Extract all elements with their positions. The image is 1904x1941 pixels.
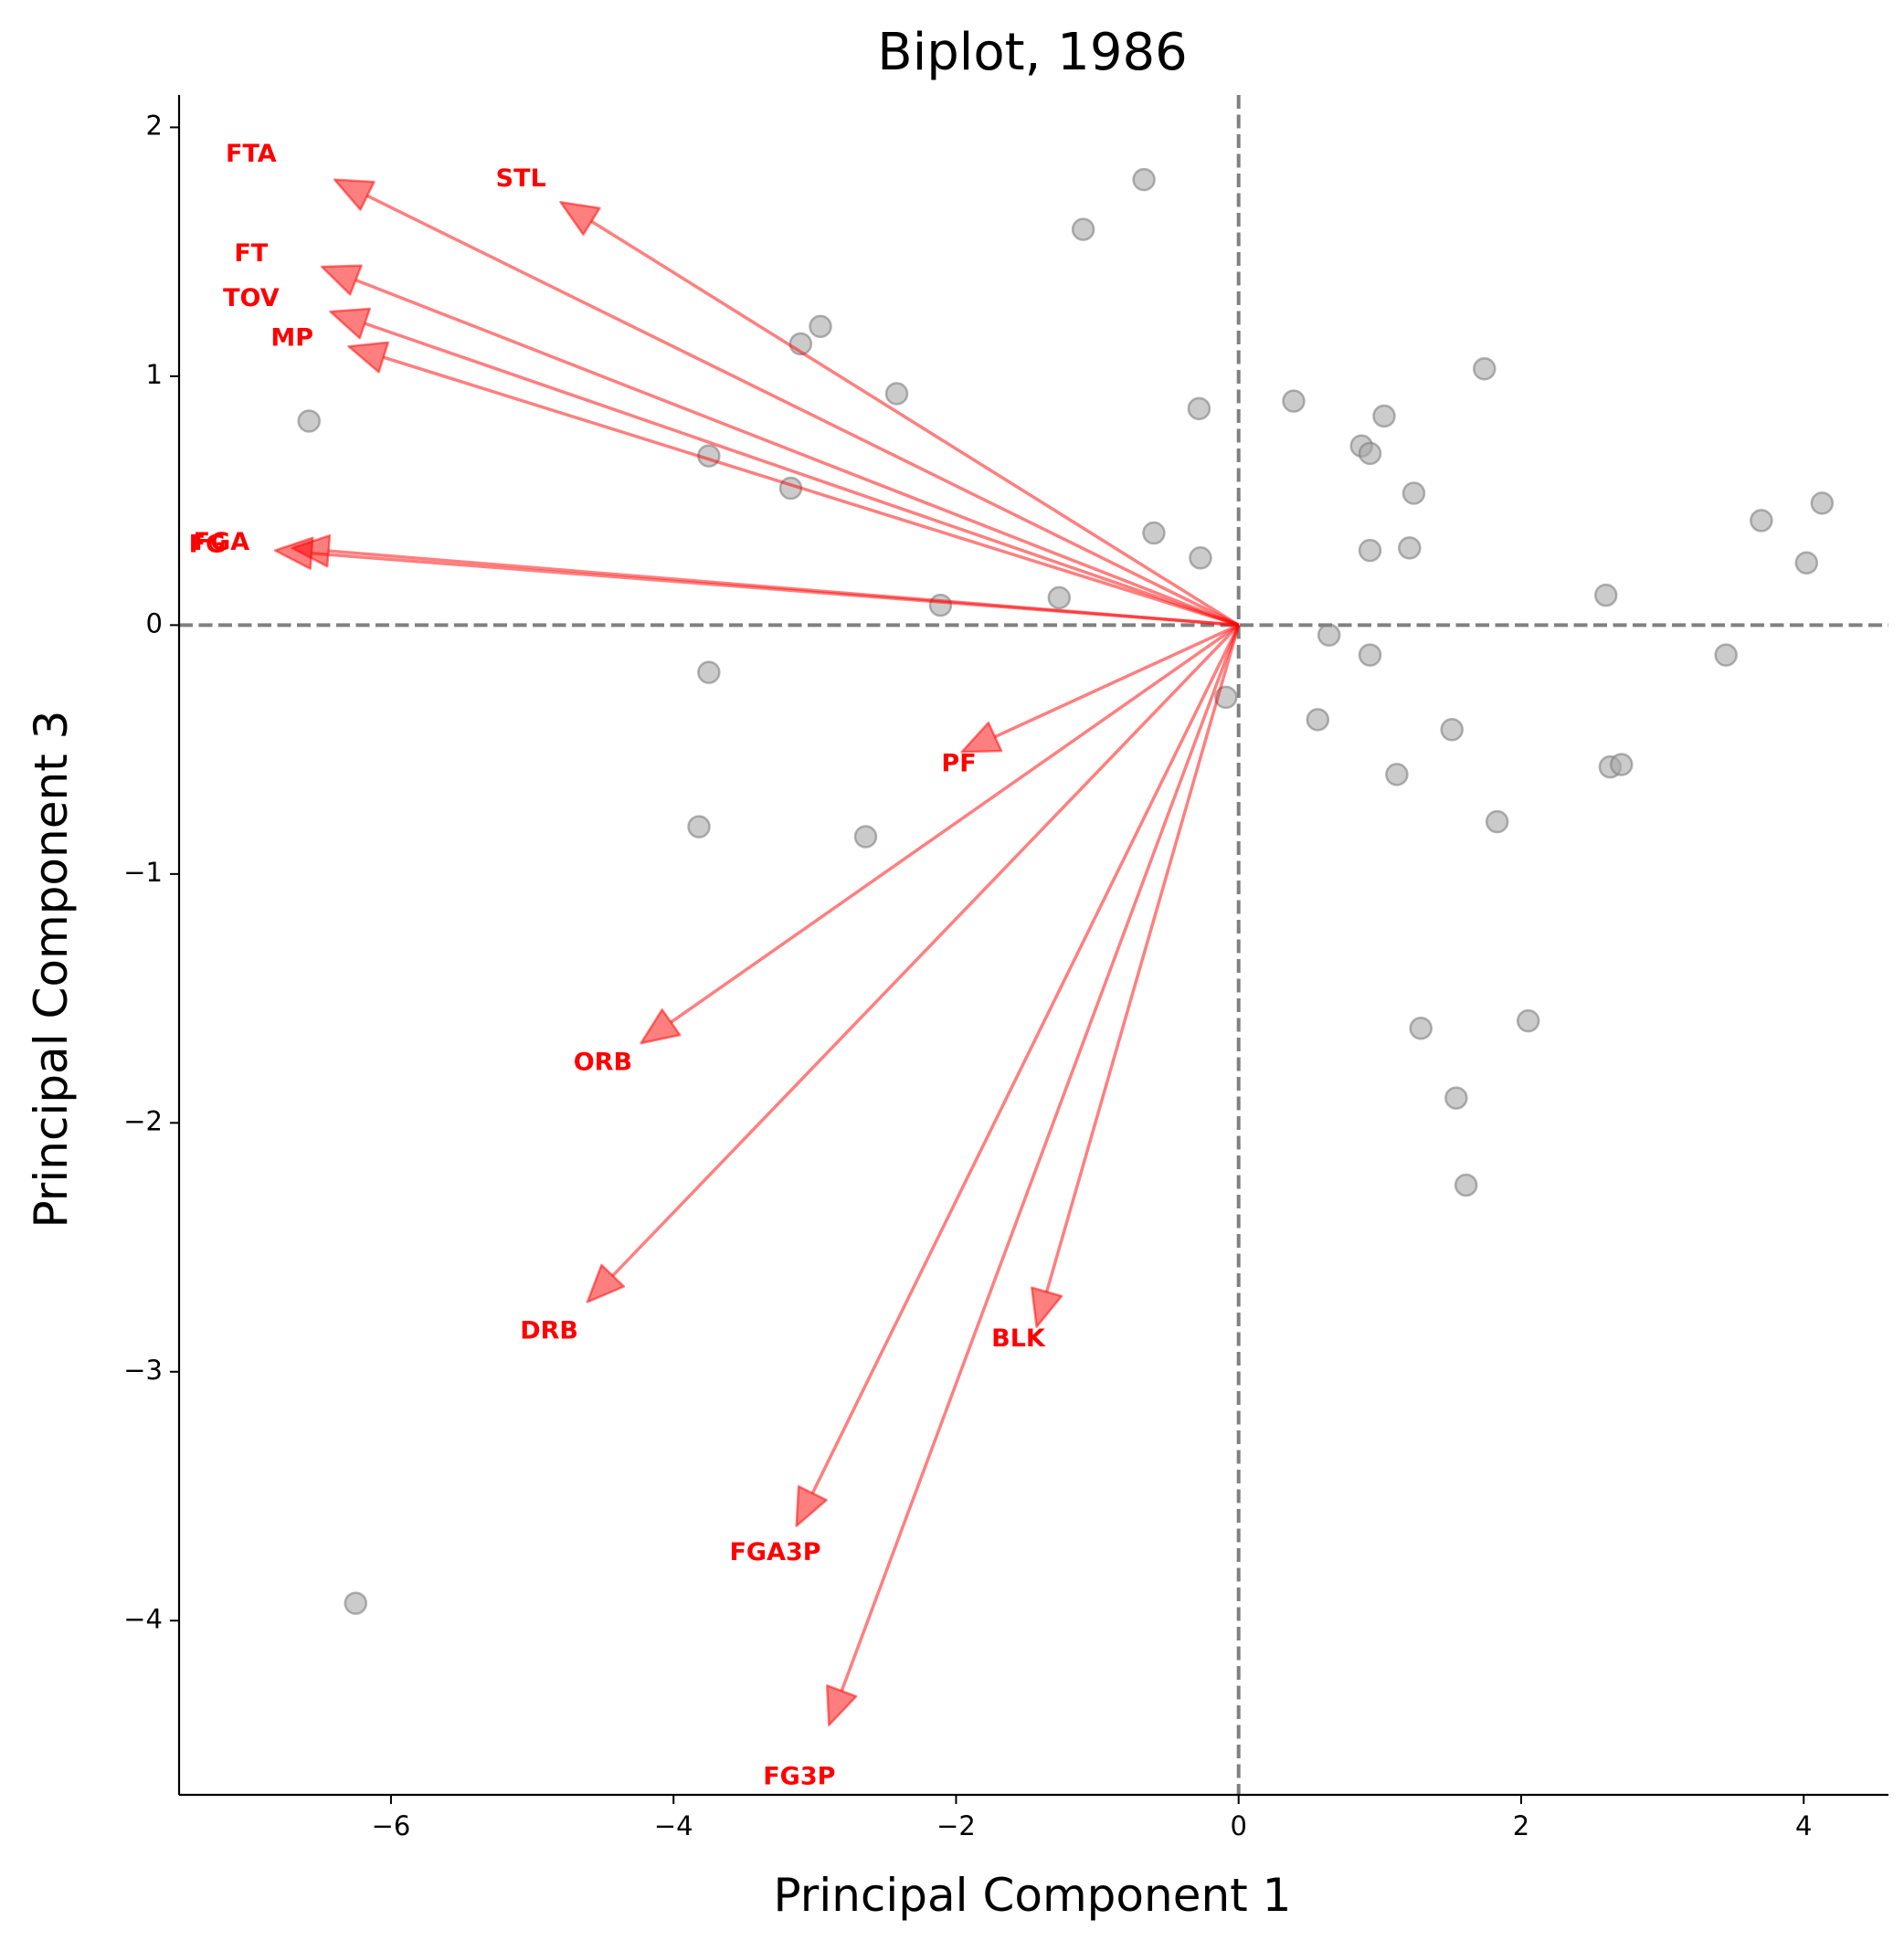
data-point-13 xyxy=(1132,167,1156,192)
label-orb: ORB xyxy=(574,1048,632,1076)
data-point-15 xyxy=(1187,396,1211,421)
arrow-shaft-fga3p xyxy=(810,624,1241,1494)
data-point-25 xyxy=(1372,404,1396,428)
data-point-35 xyxy=(1516,1008,1540,1033)
data-point-8 xyxy=(853,825,878,849)
data-point-19 xyxy=(1306,708,1330,732)
label-stl: STL xyxy=(496,164,546,193)
arrow-head-orb xyxy=(640,1008,682,1045)
arrow-shaft-ft xyxy=(354,278,1240,628)
data-point-32 xyxy=(1454,1173,1478,1197)
data-point-16 xyxy=(1189,546,1212,570)
arrow-head-mp xyxy=(347,341,390,374)
label-fta: FTA xyxy=(226,140,277,168)
data-point-11 xyxy=(1047,585,1072,610)
arrow-head-ft xyxy=(320,264,363,296)
label-blk: BLK xyxy=(991,1324,1046,1353)
data-point-12 xyxy=(1071,217,1095,241)
arrow-head-pf xyxy=(960,721,1003,754)
scatter-points-group xyxy=(297,167,1835,1615)
data-point-27 xyxy=(1398,536,1422,560)
arrow-head-fg xyxy=(273,536,314,570)
data-point-7 xyxy=(809,314,832,339)
x-tick-label-4: 4 xyxy=(1795,1810,1812,1841)
arrow-head-tov xyxy=(329,307,372,340)
data-point-41 xyxy=(1794,551,1819,575)
y-tick-label--1: −1 xyxy=(123,857,163,888)
y-tick-label-0: 0 xyxy=(146,607,163,638)
data-point-33 xyxy=(1473,356,1497,381)
y-tick-label--4: −4 xyxy=(123,1603,163,1634)
data-point-38 xyxy=(1610,753,1634,776)
data-point-36 xyxy=(1593,583,1618,607)
label-pf: PF xyxy=(941,749,976,777)
data-point-1 xyxy=(344,1591,368,1615)
label-drb: DRB xyxy=(520,1317,578,1345)
data-point-10 xyxy=(928,593,953,617)
x-axis-label: Principal Component 1 xyxy=(774,1869,1292,1922)
arrow-head-fg3p xyxy=(826,1684,858,1726)
arrow-shaft-blk xyxy=(1044,624,1241,1292)
arrow-shaft-orb xyxy=(670,623,1240,1024)
arrow-shaft-fg xyxy=(311,551,1239,628)
data-point-22 xyxy=(1358,441,1382,466)
data-point-39 xyxy=(1714,643,1738,667)
arrow-shaft-stl xyxy=(590,219,1240,627)
loading-arrows-group xyxy=(273,178,1241,1726)
data-point-34 xyxy=(1485,809,1509,834)
x-tick-label--6: −6 xyxy=(372,1810,411,1841)
axes-group: −6 −4 −2 0 2 4 −4 −3 −2 −1 0 1 2 xyxy=(123,95,1888,1841)
label-tov: TOV xyxy=(223,284,280,312)
chart-title: Biplot, 1986 xyxy=(877,23,1187,82)
x-tick-label--4: −4 xyxy=(654,1810,693,1841)
arrow-head-blk xyxy=(1031,1286,1063,1328)
arrow-head-fga3p xyxy=(795,1485,828,1527)
label-fg3p: FG3P xyxy=(763,1762,835,1790)
data-point-9 xyxy=(884,382,909,406)
arrow-shaft-fg3p xyxy=(840,624,1241,1692)
data-point-14 xyxy=(1142,521,1166,545)
label-ft: FT xyxy=(234,239,268,268)
data-point-4 xyxy=(687,815,711,839)
data-point-42 xyxy=(1810,491,1835,515)
label-fga3p: FGA3P xyxy=(729,1538,820,1567)
data-point-31 xyxy=(1444,1086,1468,1110)
data-point-24 xyxy=(1358,643,1382,667)
arrow-shaft-drb xyxy=(611,624,1240,1277)
arrow-shaft-mp xyxy=(383,355,1240,628)
data-point-26 xyxy=(1385,763,1409,786)
data-point-23 xyxy=(1358,538,1382,563)
x-tick-label-0: 0 xyxy=(1230,1810,1246,1841)
reference-lines-group xyxy=(179,95,1888,1795)
data-point-29 xyxy=(1409,1017,1433,1040)
label-mp: MP xyxy=(270,324,313,353)
data-point-3 xyxy=(697,660,721,684)
x-tick-label--2: −2 xyxy=(936,1810,976,1841)
data-point-30 xyxy=(1440,718,1464,742)
arrow-shaft-tov xyxy=(364,322,1240,628)
arrow-head-fta xyxy=(333,178,376,211)
data-point-40 xyxy=(1750,509,1773,533)
y-tick-label-1: 1 xyxy=(146,359,163,390)
arrow-head-drb xyxy=(586,1263,626,1303)
arrow-shaft-fta xyxy=(366,194,1240,627)
data-point-0 xyxy=(297,409,322,433)
y-tick-label--2: −2 xyxy=(123,1105,163,1136)
label-fga: FGA xyxy=(194,528,250,556)
data-point-18 xyxy=(1282,389,1306,413)
data-point-20 xyxy=(1317,623,1341,648)
arrow-shaft-pf xyxy=(994,623,1240,739)
y-tick-label-2: 2 xyxy=(146,110,163,141)
arrow-head-stl xyxy=(559,200,601,237)
label-fg: FG xyxy=(189,531,227,559)
y-axis-label: Principal Component 3 xyxy=(25,711,78,1229)
x-tick-label-2: 2 xyxy=(1513,1810,1529,1841)
y-tick-label--3: −3 xyxy=(123,1355,163,1386)
data-point-28 xyxy=(1402,481,1426,505)
